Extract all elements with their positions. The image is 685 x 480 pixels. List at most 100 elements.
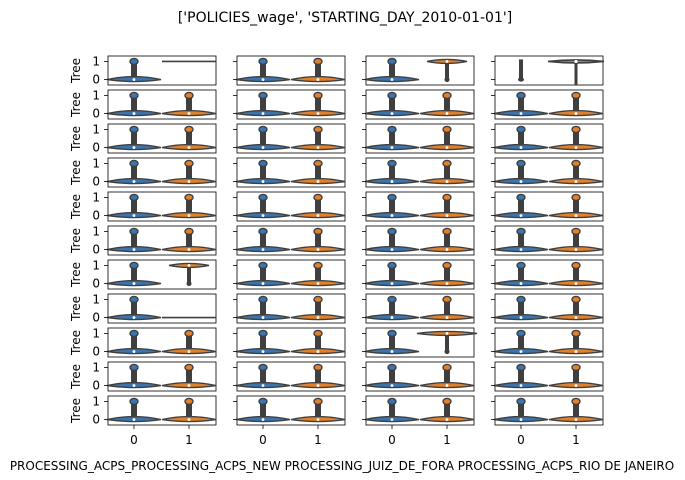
xtick-label-c2-0: 0 (259, 433, 267, 447)
panel-r8-c2-g1-median (316, 316, 320, 319)
panel-r8-c3-g1-stem (444, 299, 450, 318)
panel-r1-c4-g1-median (574, 59, 578, 64)
panel-r2-c4-g1-stem (573, 95, 579, 114)
y-axis-label-row-6: Tree (69, 228, 83, 254)
panel-r8-c1-ytick-label-0: 0 (92, 311, 100, 325)
panel-r5-c4-g0-stem (518, 197, 524, 216)
panel-r4-c2-g1-median (316, 180, 320, 183)
panel-r3-c4-frame (494, 123, 604, 154)
panel-r6-c3-frame (365, 225, 475, 256)
panel-r2-c1-ytick-label-1: 1 (92, 88, 100, 102)
panel-r5-c1-ytick-label-0: 0 (92, 209, 100, 223)
panel-r5-c4-g0-top (516, 193, 526, 202)
panel-r7-c1-g1-median (187, 264, 191, 267)
panel-r2-c3-frame (365, 89, 475, 120)
panel-r6-c4-g0-stem (518, 231, 524, 250)
panel-r3-c1-g1-top (184, 125, 194, 134)
panel-r7-c2-g0-stem (260, 265, 266, 284)
panel-r2-c1-g0-top (129, 91, 139, 100)
panel-r8-c4-g0-stem (518, 299, 524, 318)
panel-r9-c2-g0-median (261, 350, 265, 353)
panel-r10-c3-g0-median (390, 384, 394, 387)
panel-r10-c4-g0-top (516, 363, 526, 372)
panel-r10-c3-g0-top (387, 363, 397, 372)
panel-r1-c2-g1-stem (315, 61, 321, 80)
panel-r7-c1-g0-median (132, 282, 136, 285)
panel-r3-c1-ytick-label-0: 0 (92, 141, 100, 155)
panel-r11-c1-g1-top (184, 397, 194, 406)
panel-r7-c1-ytick-label-1: 1 (92, 258, 100, 272)
panel-r11-c1-ytick-label-1: 1 (92, 394, 100, 408)
panel-r9-c2-g0-stem (260, 333, 266, 352)
panel-r3-c2-frame (236, 123, 346, 154)
panel-r3-c2-g1-stem (315, 129, 321, 148)
y-axis-label-row-2: Tree (69, 92, 83, 118)
panel-r4-c3-g0-median (390, 180, 394, 183)
panel-r11-c3-g0-top (387, 397, 397, 406)
panel-r4-c1-ytick-label-0: 0 (92, 175, 100, 189)
panel-r5-c1-g0-median (132, 214, 136, 217)
panel-r6-c4-g0-top (516, 227, 526, 236)
x-axis-labels: PROCESSING_ACPS_PROCESSING_ACPS_NEW PROC… (10, 459, 674, 473)
panel-r4-c4-g1-top (571, 159, 581, 168)
panel-r6-c1-g0-median (132, 248, 136, 251)
panel-r10-c1-ytick-label-1: 1 (92, 360, 100, 374)
panel-r7-c4-g0-stem (518, 265, 524, 284)
panel-r4-c1-g1-stem (186, 163, 192, 182)
panel-r1-c3-g1-bottom (444, 77, 450, 83)
panel-r4-c2-frame (236, 157, 346, 188)
panel-r5-c3-g0-median (390, 214, 394, 217)
panel-r7-c1-ytick-label-0: 0 (92, 277, 100, 291)
panel-r11-c3-frame (365, 395, 475, 426)
panel-r11-c4-frame (494, 395, 604, 426)
panel-r11-c2-g0-top (258, 397, 268, 406)
panel-r4-c3-g0-top (387, 159, 397, 168)
panel-r10-c1-g1-median (187, 384, 191, 387)
panel-r4-c3-g1-top (442, 159, 452, 168)
panel-r5-c3-g0-stem (389, 197, 395, 216)
panel-r8-c3-frame (365, 293, 475, 324)
chart-title: ['POLICIES_wage', 'STARTING_DAY_2010-01-… (178, 10, 512, 26)
panel-r3-c1-g1-stem (186, 129, 192, 148)
panel-r2-c2-g0-stem (260, 95, 266, 114)
panel-r5-c4-g1-top (571, 193, 581, 202)
panel-r7-c3-g0-top (387, 261, 397, 270)
panel-r3-c3-g1-top (442, 125, 452, 134)
panel-r1-c3-g0-top (387, 57, 397, 66)
y-axis-label-row-4: Tree (69, 160, 83, 186)
panel-r10-c3-g1-median (445, 384, 449, 387)
panel-r1-c3-g1-median (445, 60, 449, 63)
panel-r4-c3-frame (365, 157, 475, 188)
panel-r6-c4-g1-top (571, 227, 581, 236)
y-axis-label-row-8: Tree (69, 296, 83, 322)
panel-r10-c2-frame (236, 361, 346, 392)
panel-r5-c2-g1-median (316, 214, 320, 217)
panel-r2-c4-g0-top (516, 91, 526, 100)
panel-r2-c1-frame (107, 89, 217, 120)
panel-r9-c2-g1-top (313, 329, 323, 338)
panel-r11-c1-ytick-label-0: 0 (92, 413, 100, 427)
panel-r8-c2-g0-stem (260, 299, 266, 318)
panel-r7-c1-g0-top (129, 261, 139, 270)
panel-r1-c3-g0-stem (389, 61, 395, 80)
panel-grid: 01Tree01Tree01Tree01Tree01Tree01Tree01Tr… (69, 54, 605, 447)
panel-r2-c3-g0-top (387, 91, 397, 100)
panel-r2-c4-g0-stem (518, 95, 524, 114)
panel-r3-c1-g1-median (187, 146, 191, 149)
panel-r7-c3-g1-stem (444, 265, 450, 284)
panel-r1-c1-ytick-label-1: 1 (92, 54, 100, 68)
panel-r10-c4-g1-stem (573, 367, 579, 386)
panel-r9-c3-g1-stem (445, 333, 449, 352)
panel-r5-c3-g1-median (445, 214, 449, 217)
panel-r7-c2-g0-median (261, 282, 265, 285)
panel-r8-c3-g0-stem (389, 299, 395, 318)
panel-r5-c1-g0-stem (131, 197, 137, 216)
xtick-label-c2-1: 1 (314, 433, 322, 447)
panel-r10-c2-g1-top (313, 363, 323, 372)
panel-r9-c4-g1-stem (573, 333, 579, 352)
panel-r4-c1-g0-stem (131, 163, 137, 182)
panel-r4-c1-g1-median (187, 180, 191, 183)
panel-r5-c2-g1-stem (315, 197, 321, 216)
panel-r7-c1-g0-stem (131, 265, 137, 284)
